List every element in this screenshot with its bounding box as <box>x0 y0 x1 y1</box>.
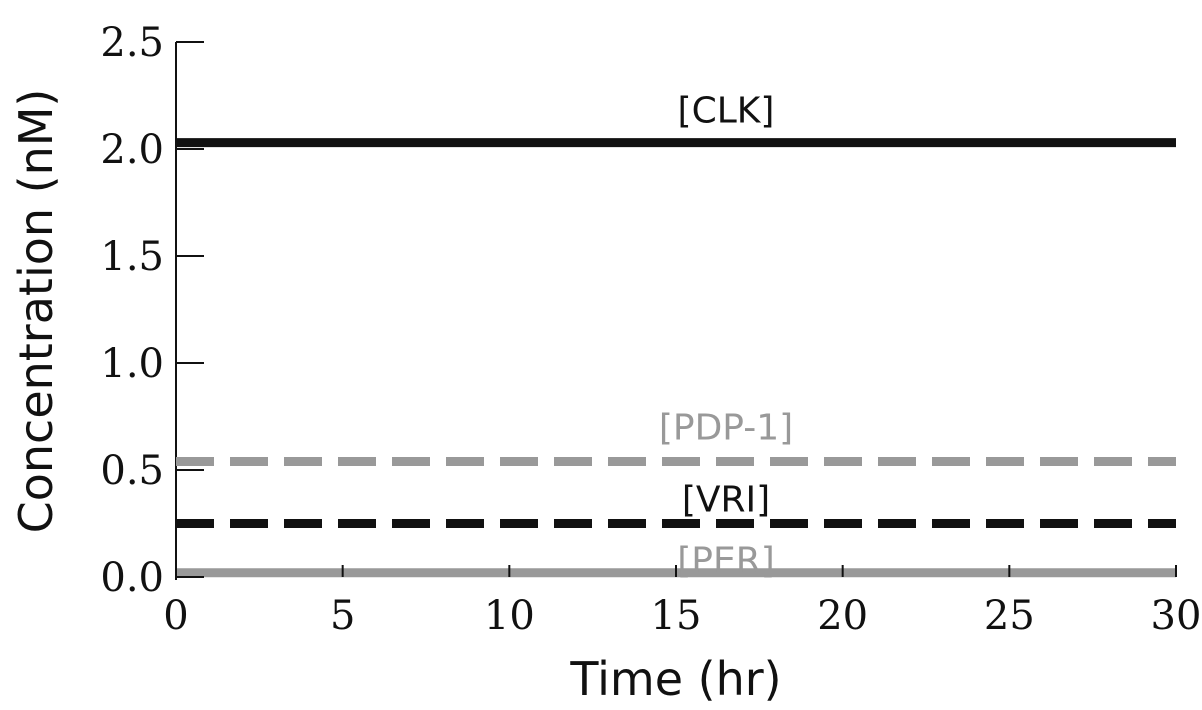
y-tick-label: 0.5 <box>100 448 164 494</box>
x-axis-title: Time (hr) <box>569 652 781 706</box>
y-axis-title: Concentration (nM) <box>9 89 63 534</box>
y-tick-label: 2.0 <box>100 127 164 173</box>
series-label: [CLK] <box>678 91 775 132</box>
x-tick-label: 25 <box>984 593 1035 639</box>
x-tick-label: 5 <box>330 593 355 639</box>
x-tick-label: 10 <box>484 593 535 639</box>
tick-layer: 0.0 0.5 1.0 1.5 2.0 2.5 0 5 10 15 20 25 30 <box>100 20 1201 639</box>
series-label: [VRI] <box>682 480 770 521</box>
series-label: [PER] <box>677 541 775 582</box>
x-tick-label: 30 <box>1151 593 1202 639</box>
series-label: [PDP-1] <box>659 407 793 448</box>
series-layer: [CLK] [PDP-1] [VRI] [PER] <box>176 91 1176 582</box>
y-tick-label: 0.0 <box>100 555 164 601</box>
y-tick-label: 1.5 <box>100 234 164 280</box>
y-tick-label: 1.0 <box>100 341 164 387</box>
x-tick-label: 15 <box>651 593 702 639</box>
x-tick-label: 0 <box>163 593 188 639</box>
x-tick-label: 20 <box>817 593 868 639</box>
y-tick-label: 2.5 <box>100 20 164 66</box>
